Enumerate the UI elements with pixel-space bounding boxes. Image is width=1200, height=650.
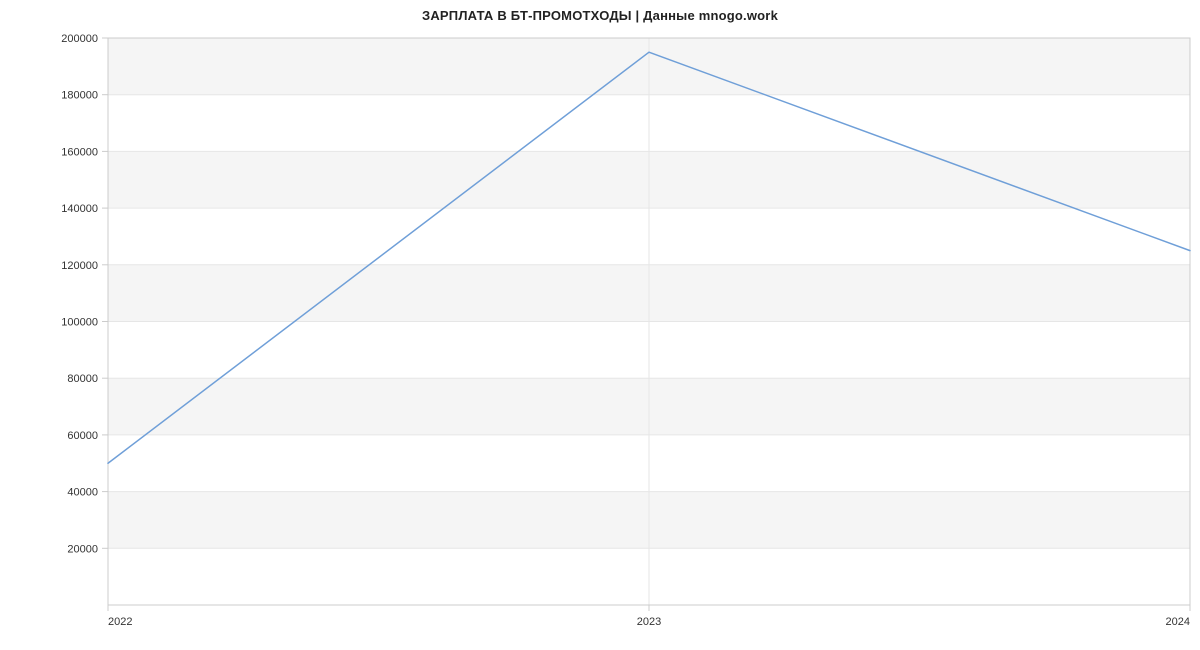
svg-text:2023: 2023: [637, 616, 661, 628]
svg-text:140000: 140000: [61, 203, 98, 215]
svg-text:120000: 120000: [61, 260, 98, 272]
chart-svg: 20000 40000 60000 80000 100000 120000 140000 16…: [0, 0, 1200, 650]
svg-text:60000: 60000: [67, 430, 98, 442]
svg-text:160000: 160000: [61, 146, 98, 158]
svg-text:40000: 40000: [67, 487, 98, 499]
svg-text:80000: 80000: [67, 373, 98, 385]
svg-text:20000: 20000: [67, 543, 98, 555]
svg-text:2024: 2024: [1166, 616, 1190, 628]
svg-text:100000: 100000: [61, 317, 98, 329]
chart-title: ЗАРПЛАТА В БТ-ПРОМОТХОДЫ | Данные mnogo.…: [0, 8, 1200, 23]
svg-text:200000: 200000: [61, 33, 98, 45]
svg-text:180000: 180000: [61, 90, 98, 102]
svg-text:2022: 2022: [108, 616, 132, 628]
salary-line-chart: ЗАРПЛАТА В БТ-ПРОМОТХОДЫ | Данные mnogo.…: [0, 0, 1200, 650]
